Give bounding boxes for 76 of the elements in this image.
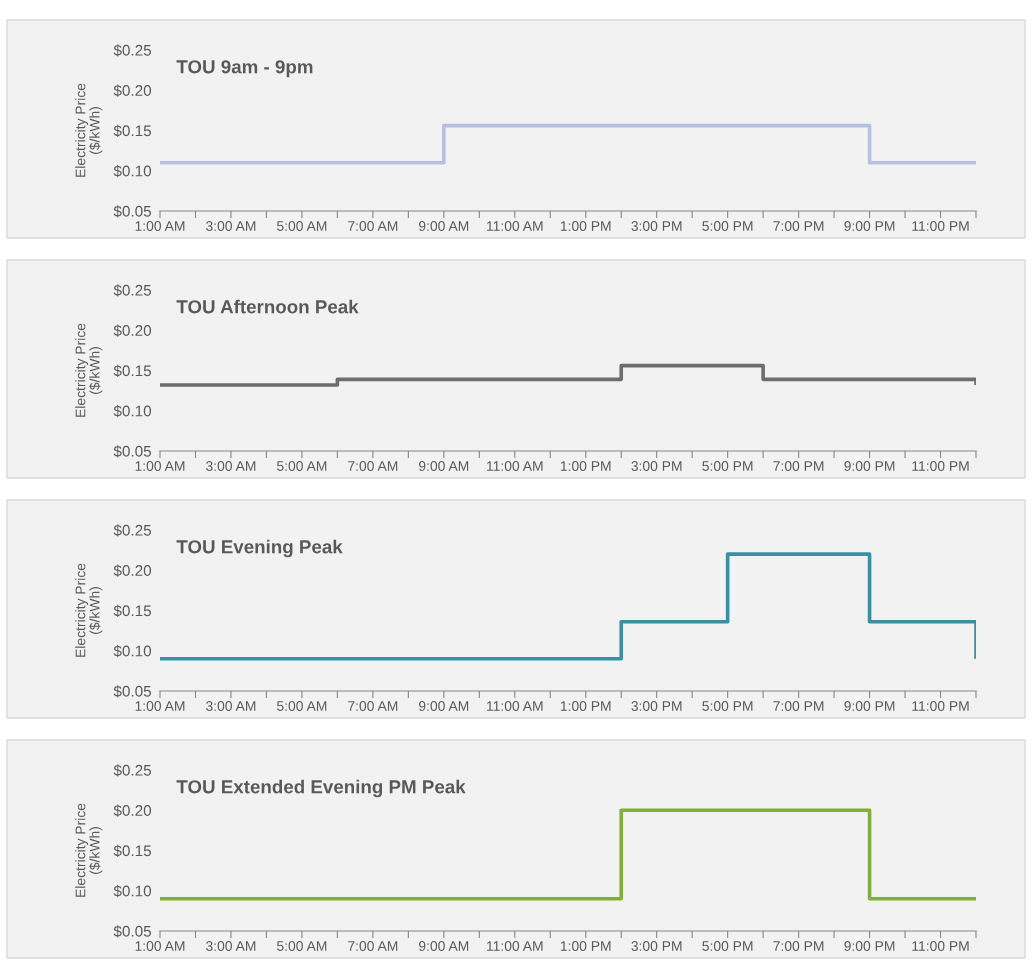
x-tick-label: 5:00 PM (702, 461, 753, 471)
y-tick-label: $0.25 (113, 44, 152, 57)
y-tick-label: $0.25 (113, 764, 152, 777)
x-tick-label: 9:00 AM (419, 461, 469, 471)
x-tick-label: 11:00 AM (487, 701, 543, 711)
x-tick-label: 7:00 AM (348, 461, 398, 471)
x-tick-label: 9:00 AM (419, 221, 469, 231)
y-tick-label: $0.20 (113, 84, 152, 97)
x-tick-label: 5:00 PM (702, 221, 753, 231)
x-tick-label: 7:00 AM (348, 221, 398, 231)
chart-title: TOU Extended Evening PM Peak (176, 779, 466, 798)
x-tick-label: 1:00 PM (560, 221, 611, 231)
x-tick-label: 7:00 PM (773, 221, 824, 231)
x-tick-label: 5:00 AM (276, 941, 327, 951)
y-tick-label: $0.25 (113, 524, 152, 537)
x-tick-label: 5:00 AM (276, 461, 327, 471)
x-tick-label: 1:00 PM (560, 941, 611, 951)
x-tick-label: 3:00 PM (631, 701, 682, 711)
y-tick-label: $0.05 (113, 205, 152, 218)
y-tick-label: $0.05 (113, 685, 152, 698)
x-tick-label: 3:00 PM (631, 941, 682, 951)
x-tick-label: 1:00 AM (135, 701, 185, 711)
x-tick-label: 9:00 PM (844, 941, 895, 951)
y-tick-label: $0.05 (113, 925, 152, 938)
y-tick-label: $0.25 (113, 284, 152, 297)
y-tick-label: $0.20 (113, 804, 152, 817)
y-tick-label: $0.20 (113, 324, 152, 337)
x-tick-label: 7:00 PM (773, 701, 824, 711)
y-tick-label: $0.10 (113, 164, 152, 178)
x-tick-label: 11:00 AM (487, 221, 543, 231)
y-tick-label: $0.15 (113, 844, 152, 858)
chart-title: TOU Evening Peak (176, 539, 343, 558)
x-tick-label: 3:00 PM (631, 221, 682, 231)
x-tick-label: 5:00 AM (276, 701, 327, 711)
x-tick-label: 7:00 AM (348, 941, 398, 951)
x-tick-label: 11:00 PM (912, 701, 969, 711)
x-tick-label: 5:00 PM (702, 941, 753, 951)
y-tick-label: $0.10 (113, 884, 152, 898)
x-tick-label: 3:00 AM (206, 221, 256, 231)
x-tick-label: 3:00 AM (206, 941, 256, 951)
y-tick-label: $0.10 (113, 404, 152, 418)
x-tick-label: 3:00 AM (206, 701, 256, 711)
chart-title: TOU Afternoon Peak (176, 299, 359, 314)
y-axis-title: Electricity Price ($/kWh) (75, 563, 103, 657)
x-tick-label: 7:00 AM (348, 701, 398, 711)
x-tick-label: 9:00 PM (844, 701, 895, 711)
x-tick-label: 5:00 AM (276, 221, 327, 231)
y-tick-label: $0.15 (113, 364, 152, 378)
x-tick-label: 1:00 AM (135, 941, 185, 951)
chart-title: TOU 9am - 9pm (176, 60, 313, 78)
y-tick-label: $0.15 (113, 124, 152, 138)
x-tick-label: 11:00 PM (912, 461, 969, 471)
x-tick-label: 1:00 PM (560, 461, 611, 471)
x-tick-label: 11:00 AM (487, 461, 543, 471)
x-tick-label: 7:00 PM (773, 461, 824, 471)
x-tick-label: 7:00 PM (773, 941, 824, 951)
x-tick-label: 3:00 AM (206, 461, 256, 471)
x-tick-label: 11:00 PM (912, 941, 969, 951)
y-tick-label: $0.05 (113, 445, 152, 458)
y-tick-label: $0.20 (113, 564, 152, 577)
x-tick-label: 1:00 PM (560, 701, 611, 711)
x-tick-label: 9:00 AM (419, 701, 469, 711)
y-axis-title: Electricity Price ($/kWh) (75, 83, 103, 177)
x-tick-label: 1:00 AM (135, 461, 185, 471)
x-tick-label: 3:00 PM (631, 461, 682, 471)
x-tick-label: 5:00 PM (702, 701, 753, 711)
x-tick-label: 1:00 AM (135, 221, 185, 231)
y-tick-label: $0.10 (113, 644, 152, 658)
y-axis-title: Electricity Price ($/kWh) (75, 803, 103, 897)
x-tick-label: 11:00 AM (487, 941, 543, 951)
y-axis-title: Electricity Price ($/kWh) (75, 323, 103, 417)
x-tick-label: 9:00 PM (844, 461, 895, 471)
y-tick-label: $0.15 (113, 604, 152, 618)
x-tick-label: 9:00 PM (844, 221, 895, 231)
x-tick-label: 9:00 AM (419, 941, 469, 951)
x-tick-label: 11:00 PM (912, 221, 969, 231)
